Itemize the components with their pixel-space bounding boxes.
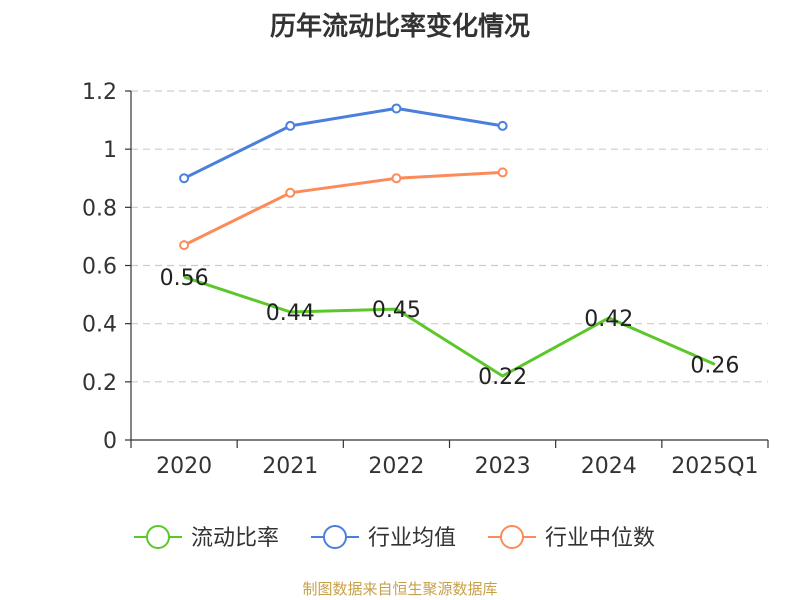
chart-title: 历年流动比率变化情况 [269, 12, 530, 42]
series-lines [179, 103, 716, 378]
data-label: 0.42 [584, 307, 633, 332]
data-point-marker [497, 167, 508, 178]
data-labels: 0.56 0.44 0.45 0.22 0.42 0.26 [160, 266, 740, 390]
y-tick-label: 0.2 [82, 371, 117, 396]
series-line-1 [183, 106, 503, 180]
y-tick-label: 1.2 [82, 80, 117, 105]
y-tick-label: 0.6 [82, 255, 117, 280]
data-label: 0.26 [690, 353, 739, 378]
y-tick-label: 1 [103, 138, 117, 163]
legend-marker-icon [323, 525, 347, 549]
legend-marker-icon [146, 525, 170, 549]
y-tick-label: 0.8 [82, 196, 117, 221]
legend-label: 行业均值 [368, 526, 456, 551]
data-point-marker [285, 187, 296, 198]
legend-label: 流动比率 [191, 526, 279, 551]
x-tick-label: 2022 [368, 454, 424, 479]
legend-item-1[interactable]: 行业均值 [311, 525, 456, 551]
legend-item-0[interactable]: 流动比率 [134, 525, 279, 551]
data-point-marker [497, 120, 508, 131]
source-note: 制图数据来自恒生聚源数据库 [302, 580, 498, 598]
x-tick-label: 2025Q1 [671, 454, 758, 479]
data-label: 0.44 [266, 301, 315, 326]
data-label: 0.45 [372, 298, 421, 323]
x-tick-label: 2020 [156, 454, 212, 479]
legend-label: 行业中位数 [545, 526, 655, 551]
legend[interactable]: 流动比率 行业均值 行业中位数 [134, 525, 655, 551]
y-tick-label: 0 [103, 429, 117, 454]
series-line-0 [183, 275, 716, 378]
data-point-marker [179, 240, 190, 251]
grid-lines [131, 90, 768, 383]
data-label: 0.22 [478, 365, 527, 390]
data-point-marker [391, 103, 402, 114]
series-line-2 [183, 170, 503, 247]
data-point-marker [285, 120, 296, 131]
legend-item-2[interactable]: 行业中位数 [488, 525, 655, 551]
x-tick-label: 2021 [262, 454, 318, 479]
axes: 0 0.2 0.4 0.6 0.8 1 1.2 2020 2021 2022 2023 2024 202… [82, 80, 769, 479]
y-tick-label: 0.4 [82, 313, 117, 338]
data-point-marker [391, 173, 402, 184]
data-label: 0.56 [160, 266, 209, 291]
x-tick-label: 2024 [581, 454, 637, 479]
data-point-marker [179, 173, 190, 184]
x-tick-label: 2023 [475, 454, 531, 479]
legend-marker-icon [500, 525, 524, 549]
